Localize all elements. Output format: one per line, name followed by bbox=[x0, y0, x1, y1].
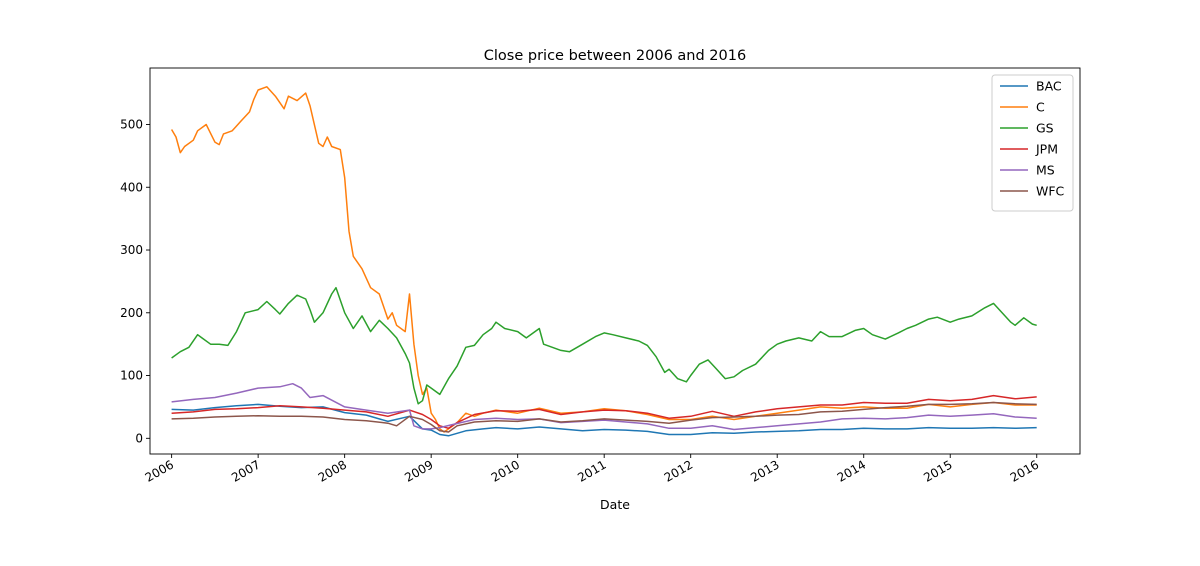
legend-label-wfc: WFC bbox=[1036, 184, 1065, 199]
x-axis-label: Date bbox=[600, 497, 630, 512]
plot-area bbox=[149, 67, 1081, 455]
legend-label-gs: GS bbox=[1036, 121, 1054, 136]
y-tick-label: 200 bbox=[120, 306, 143, 320]
legend-label-jpm: JPM bbox=[1035, 142, 1058, 157]
plot-frame bbox=[149, 67, 1081, 455]
chart-title: Close price between 2006 and 2016 bbox=[484, 48, 746, 64]
y-tick-label: 0 bbox=[135, 431, 143, 445]
y-axis: 0 100 200 300 400 500 bbox=[120, 117, 150, 445]
legend-label-ms: MS bbox=[1036, 163, 1055, 178]
y-tick-label: 400 bbox=[120, 180, 143, 194]
legend-label-bac: BAC bbox=[1036, 79, 1062, 94]
series-line-wfc bbox=[171, 401, 1037, 433]
series-line-jpm bbox=[171, 394, 1037, 430]
legend-box bbox=[991, 74, 1074, 212]
legend: BAC C GS JPM MS WFC bbox=[991, 74, 1074, 212]
y-tick-label: 300 bbox=[120, 243, 143, 257]
series-layer bbox=[170, 86, 1037, 437]
y-tick-label: 500 bbox=[120, 117, 143, 131]
y-tick-label: 100 bbox=[120, 369, 143, 383]
legend-label-c: C bbox=[1036, 100, 1045, 115]
series-line-gs bbox=[171, 286, 1037, 405]
